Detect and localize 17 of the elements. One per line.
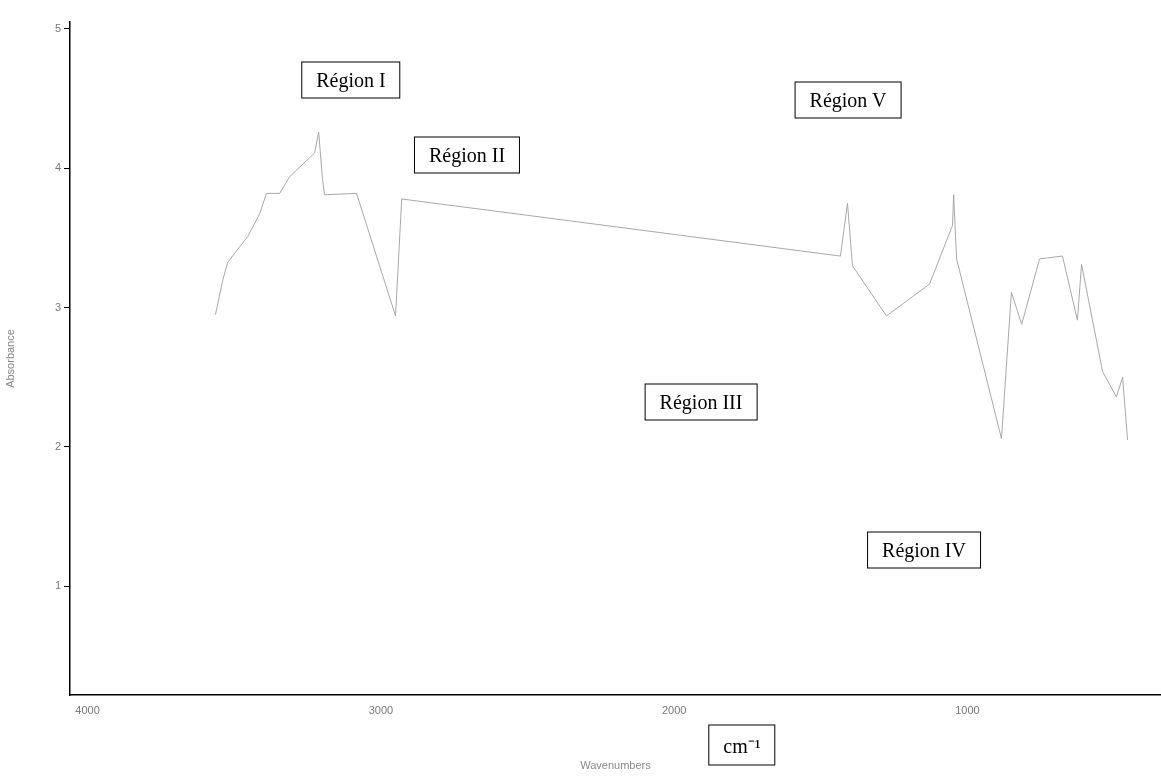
y-tick-label: 2 bbox=[54, 440, 61, 453]
x-tick-label: 4000 bbox=[75, 703, 100, 716]
annotation: Région IV bbox=[867, 531, 981, 569]
annotation: Région III bbox=[644, 383, 758, 421]
annotation: Région V bbox=[794, 81, 902, 119]
y-tick-label: 1 bbox=[54, 579, 61, 592]
y-axis-title: Absorbance bbox=[3, 329, 16, 388]
x-tick-label: 3000 bbox=[368, 703, 394, 716]
annotation: Région II bbox=[413, 136, 521, 174]
text: cm⁻¹ bbox=[708, 724, 776, 766]
y-tick-label: 5 bbox=[54, 22, 61, 34]
x-axis-title: Wavenumbers bbox=[580, 759, 652, 772]
x-tick-label: 1000 bbox=[955, 703, 980, 716]
annotation: Région I bbox=[301, 61, 401, 99]
x-tick-label: 2000 bbox=[661, 703, 687, 716]
y-tick-label: 3 bbox=[54, 300, 61, 313]
y-tick-label: 4 bbox=[54, 161, 61, 174]
